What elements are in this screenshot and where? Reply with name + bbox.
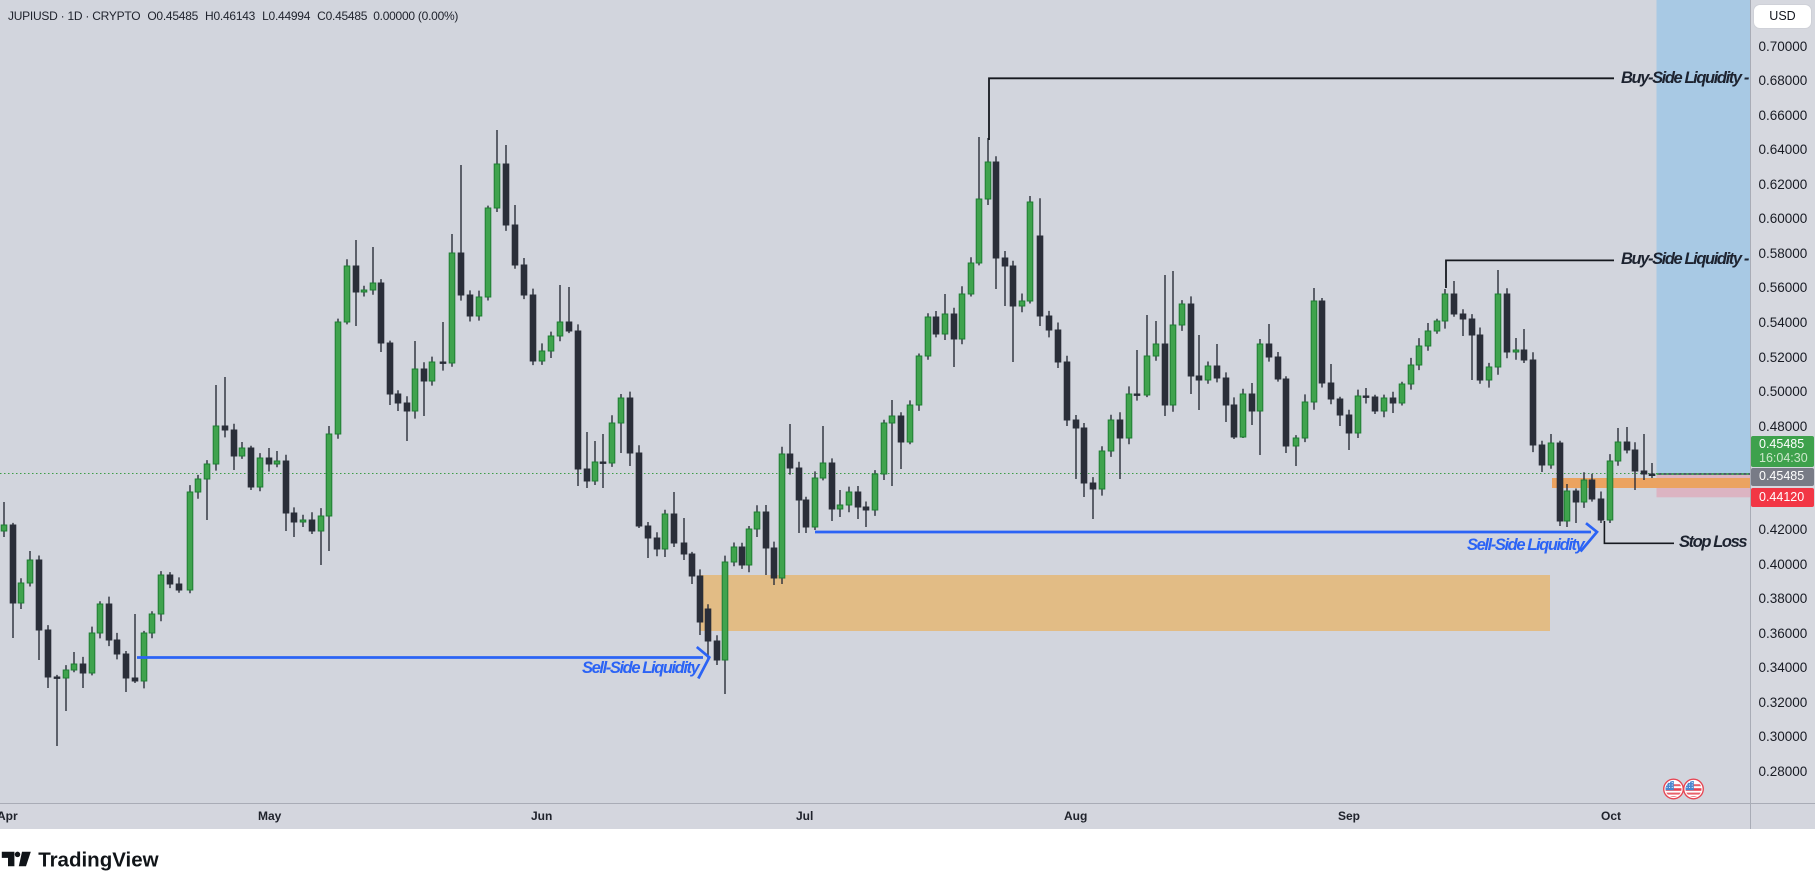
svg-text:TradingView: TradingView — [38, 848, 158, 871]
